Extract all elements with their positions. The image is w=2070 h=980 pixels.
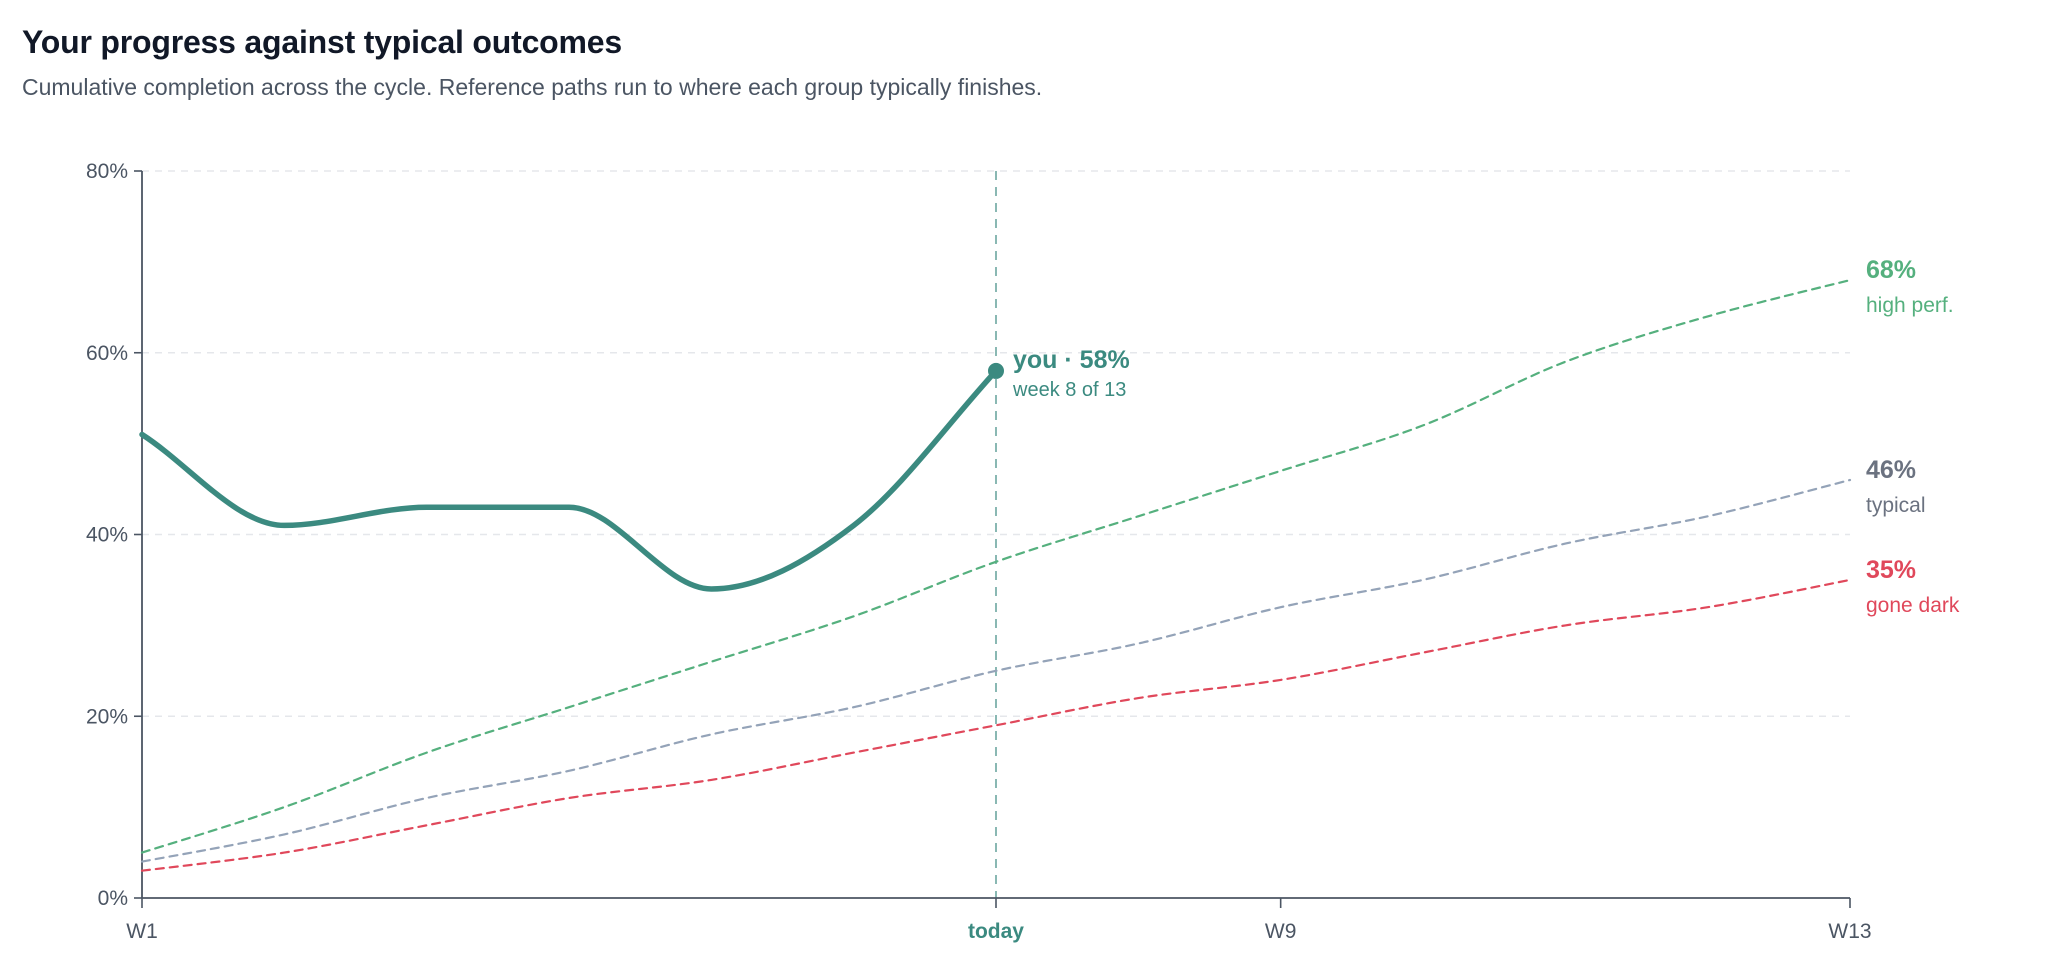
y-tick-label: 40%	[86, 524, 128, 547]
series-line-you	[139, 368, 999, 592]
x-tick-label: W1	[126, 920, 158, 943]
x-tick-label-today: today	[968, 920, 1024, 943]
page-subtitle: Cumulative completion across the cycle. …	[22, 74, 1043, 100]
you-value-label: you · 58%	[1013, 346, 1130, 374]
end-name-label-typical: typical	[1866, 494, 1926, 517]
grid-layer	[142, 170, 1850, 718]
label-layer: 68% high perf. 46% typical 35% gone dark you ·…	[1012, 256, 1960, 617]
page-title: Your progress against typical outcomes	[22, 24, 622, 60]
y-tick-label: 60%	[86, 342, 128, 365]
axis-layer: 0% 20% 40% 60% 80% W1 today W9 W13	[86, 160, 1872, 943]
y-tick-label: 80%	[86, 160, 128, 183]
y-tick-label: 0%	[98, 887, 128, 910]
you-current-point	[988, 362, 1004, 379]
series-line-typical	[140, 478, 1852, 863]
end-name-label-high: high perf.	[1866, 294, 1954, 317]
end-value-label-high: 68%	[1866, 256, 1916, 284]
end-name-label-dark: gone dark	[1866, 594, 1960, 617]
series-layer	[139, 279, 1852, 872]
end-value-label-dark: 35%	[1866, 556, 1916, 584]
x-tick-label: W13	[1828, 920, 1871, 943]
y-tick-label: 20%	[86, 705, 128, 728]
end-value-label-typical: 46%	[1866, 456, 1916, 484]
series-line-dark	[140, 578, 1852, 872]
x-tick-label: W9	[1265, 920, 1297, 943]
series-line-high	[140, 279, 1852, 854]
you-week-note: week 8 of 13	[1012, 379, 1126, 401]
